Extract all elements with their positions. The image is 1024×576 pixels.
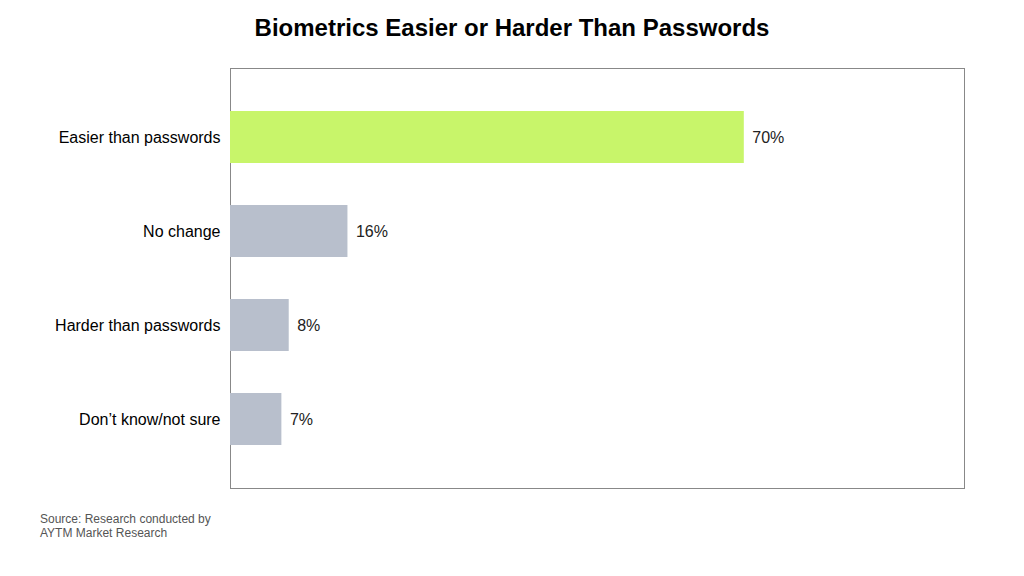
html-text:Biometrics Easier or Harder Th: Biometrics Easier or Harder Than Passwor… xyxy=(254,14,770,41)
svg-text:16%: 16% xyxy=(356,223,388,240)
svg-text:Don’t know/not sure: Don’t know/not sure xyxy=(79,411,221,428)
svg-text:Easier than passwords: Easier than passwords xyxy=(59,129,221,146)
svg-text:Harder than passwords: Harder than passwords xyxy=(55,317,220,334)
svg-text:No change: No change xyxy=(143,223,220,240)
svg-text:70%: 70% xyxy=(752,129,784,146)
html-text:Source: Research conducted by: Source: Research conducted by AYTM Marke… xyxy=(40,512,211,540)
svg-text:8%: 8% xyxy=(297,317,320,334)
svg-text:7%: 7% xyxy=(290,411,313,428)
